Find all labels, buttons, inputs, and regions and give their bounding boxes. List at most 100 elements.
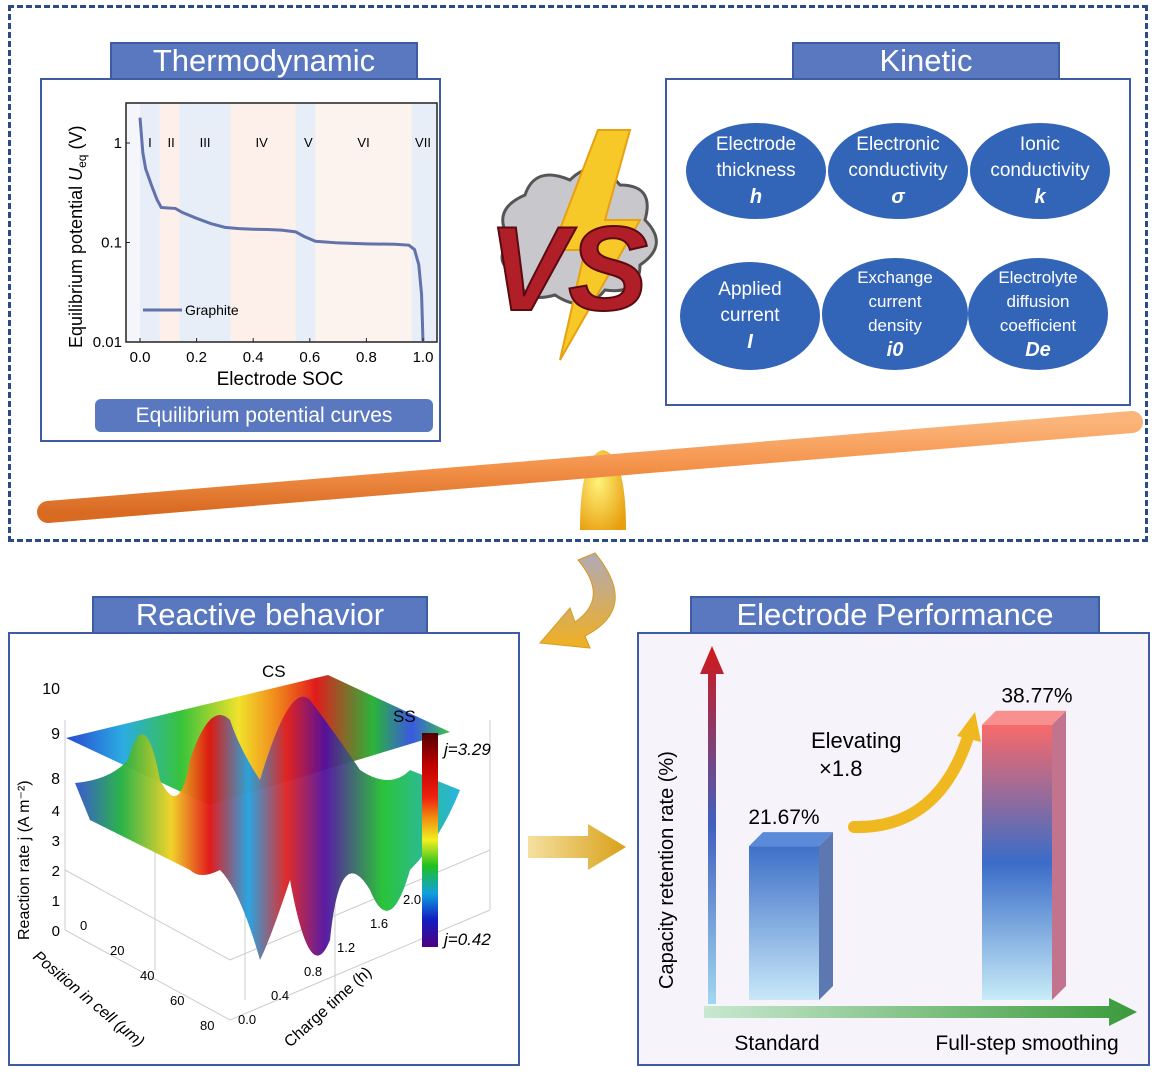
bar-value-label: 21.67%	[748, 806, 819, 829]
plot-frame	[125, 102, 438, 343]
graphite-curve	[138, 117, 425, 343]
param-text: coefficient	[999, 316, 1077, 335]
param-text: Electrode	[715, 134, 797, 155]
stage-label: VI	[357, 135, 369, 150]
param-text: Ionic	[1019, 134, 1061, 155]
x-tick-label: 60	[170, 993, 184, 1008]
stage-band	[230, 103, 296, 342]
param-text: Electrolyte	[998, 268, 1078, 287]
z-tick-label: 2	[52, 863, 60, 880]
y-tick-label: 1	[114, 135, 122, 152]
param-symbol: I	[747, 331, 753, 353]
z-tick-label: 8	[51, 771, 60, 788]
right-arrow-icon	[528, 824, 626, 870]
x-tick-label: 0.8	[356, 349, 377, 366]
z-tick-label: 1	[52, 893, 60, 910]
x-axis-label: Position in cell (μm)	[29, 948, 147, 1051]
param-text: Electronic	[856, 134, 940, 155]
y-tick-label: 0.8	[304, 964, 322, 979]
z-tick-label: 3	[52, 833, 60, 850]
param-text: current	[868, 292, 922, 311]
stage-band	[315, 103, 412, 342]
x-axis-arrow	[704, 998, 1137, 1026]
y-tick-label: 0.01	[93, 334, 122, 351]
y-tick-label: 0.4	[271, 988, 289, 1003]
electrode-performance-title: Electrode Performance	[690, 596, 1100, 634]
x-tick-label: 20	[110, 943, 124, 958]
x-tick-label: 0.4	[243, 349, 264, 366]
z-axis-label: Reaction rate j (A m⁻²)	[16, 780, 33, 940]
reaction-rate-3d-plot: CS SS j=3.29 j=0.42 Reaction rate j (A m…	[16, 662, 491, 1051]
legend-label: Graphite	[185, 302, 239, 318]
kinetic-title: Kinetic	[792, 42, 1060, 80]
param-text: diffusion	[1006, 292, 1070, 311]
lightning-icon	[550, 129, 642, 361]
annotation-line2: ×1.8	[819, 756, 862, 781]
bar-side	[819, 832, 833, 1000]
versus-graphic: VS	[487, 129, 658, 361]
stage-label: V	[304, 135, 313, 150]
seesaw	[37, 411, 1143, 530]
bar	[982, 724, 1052, 1000]
param-ionic-conductivity: Ionic conductivity k	[970, 123, 1110, 219]
colorbar	[422, 733, 438, 947]
param-electronic-conductivity: Electronic conductivity σ	[828, 123, 968, 219]
param-text: conductivity	[990, 160, 1090, 181]
seesaw-beam	[37, 411, 1143, 523]
category-label: Standard	[734, 1032, 819, 1055]
x-tick-label: 0.2	[186, 349, 207, 366]
param-electrolyte-diffusion-coefficient: Electrolyte diffusion coefficient De	[968, 258, 1108, 370]
param-text: current	[720, 305, 780, 326]
equilibrium-potential-curves-button[interactable]: Equilibrium potential curves	[95, 399, 433, 432]
y-tick-label: 0.0	[238, 1012, 256, 1027]
stage-label: VII	[415, 135, 431, 150]
stage-label: III	[200, 135, 211, 150]
y-tick-label: 1.2	[337, 940, 355, 955]
param-symbol: h	[749, 186, 763, 208]
bar-side	[1052, 710, 1066, 1000]
capacity-retention-chart: Capacity retention rate (%) 21.67% Standa…	[639, 634, 1148, 1064]
x-axis-label: Electrode SOC	[217, 369, 344, 390]
z-tick-label: 0	[52, 923, 60, 940]
z-tick-label: 9	[51, 726, 60, 743]
y-tick-label: 0.1	[101, 235, 122, 252]
curved-arrow-icon	[538, 552, 616, 649]
param-exchange-current-density: Exchange current density i0	[822, 258, 968, 370]
x-tick-label: 0.6	[299, 349, 320, 366]
lower-surface	[75, 696, 460, 960]
param-symbol: De	[1025, 339, 1051, 361]
param-applied-current: Applied current I	[680, 262, 820, 370]
equilibrium-potential-chart: 0.0 0.2 0.4 0.6 0.8 1.00.010.11 I II III IV V VI VII…	[66, 102, 438, 390]
colorbar-min-label: j=0.42	[442, 930, 491, 949]
y-axis-arrow	[700, 646, 724, 1004]
x-tick-label: 0	[80, 918, 87, 933]
x-tick-label: 40	[140, 968, 154, 983]
y-axis-label: Equilibrium potential Ueq (V)	[66, 126, 89, 348]
stage-label: IV	[256, 135, 269, 150]
cs-label: CS	[262, 662, 286, 681]
bar-top	[749, 832, 833, 847]
annotation-line1: Elevating	[811, 728, 902, 753]
ss-label: SS	[393, 707, 416, 726]
stage-label: II	[168, 135, 175, 150]
bar-value-label: 38.77%	[1001, 685, 1072, 708]
stage-band	[411, 103, 437, 342]
x-tick-label: 0.0	[130, 349, 151, 366]
y-axis-label: Charge time (h)	[281, 964, 375, 1051]
elevating-arrow	[848, 728, 975, 834]
param-text: Applied	[718, 279, 782, 300]
x-tick-label: 1.0	[413, 349, 434, 366]
bar	[749, 846, 819, 1000]
colorbar-max-label: j=3.29	[442, 740, 491, 759]
elevating-arrowhead	[957, 712, 981, 742]
param-symbol: σ	[891, 186, 905, 208]
upper-surface	[66, 675, 450, 805]
param-electrode-thickness: Electrode thickness h	[686, 123, 826, 219]
y-axis-label: Capacity retention rate (%)	[656, 751, 678, 989]
top-dashed-frame	[8, 5, 1148, 542]
param-text: thickness	[716, 160, 796, 181]
category-label: Full-step smoothing	[935, 1032, 1118, 1055]
stage-band	[295, 103, 316, 342]
bar-top	[982, 710, 1066, 725]
